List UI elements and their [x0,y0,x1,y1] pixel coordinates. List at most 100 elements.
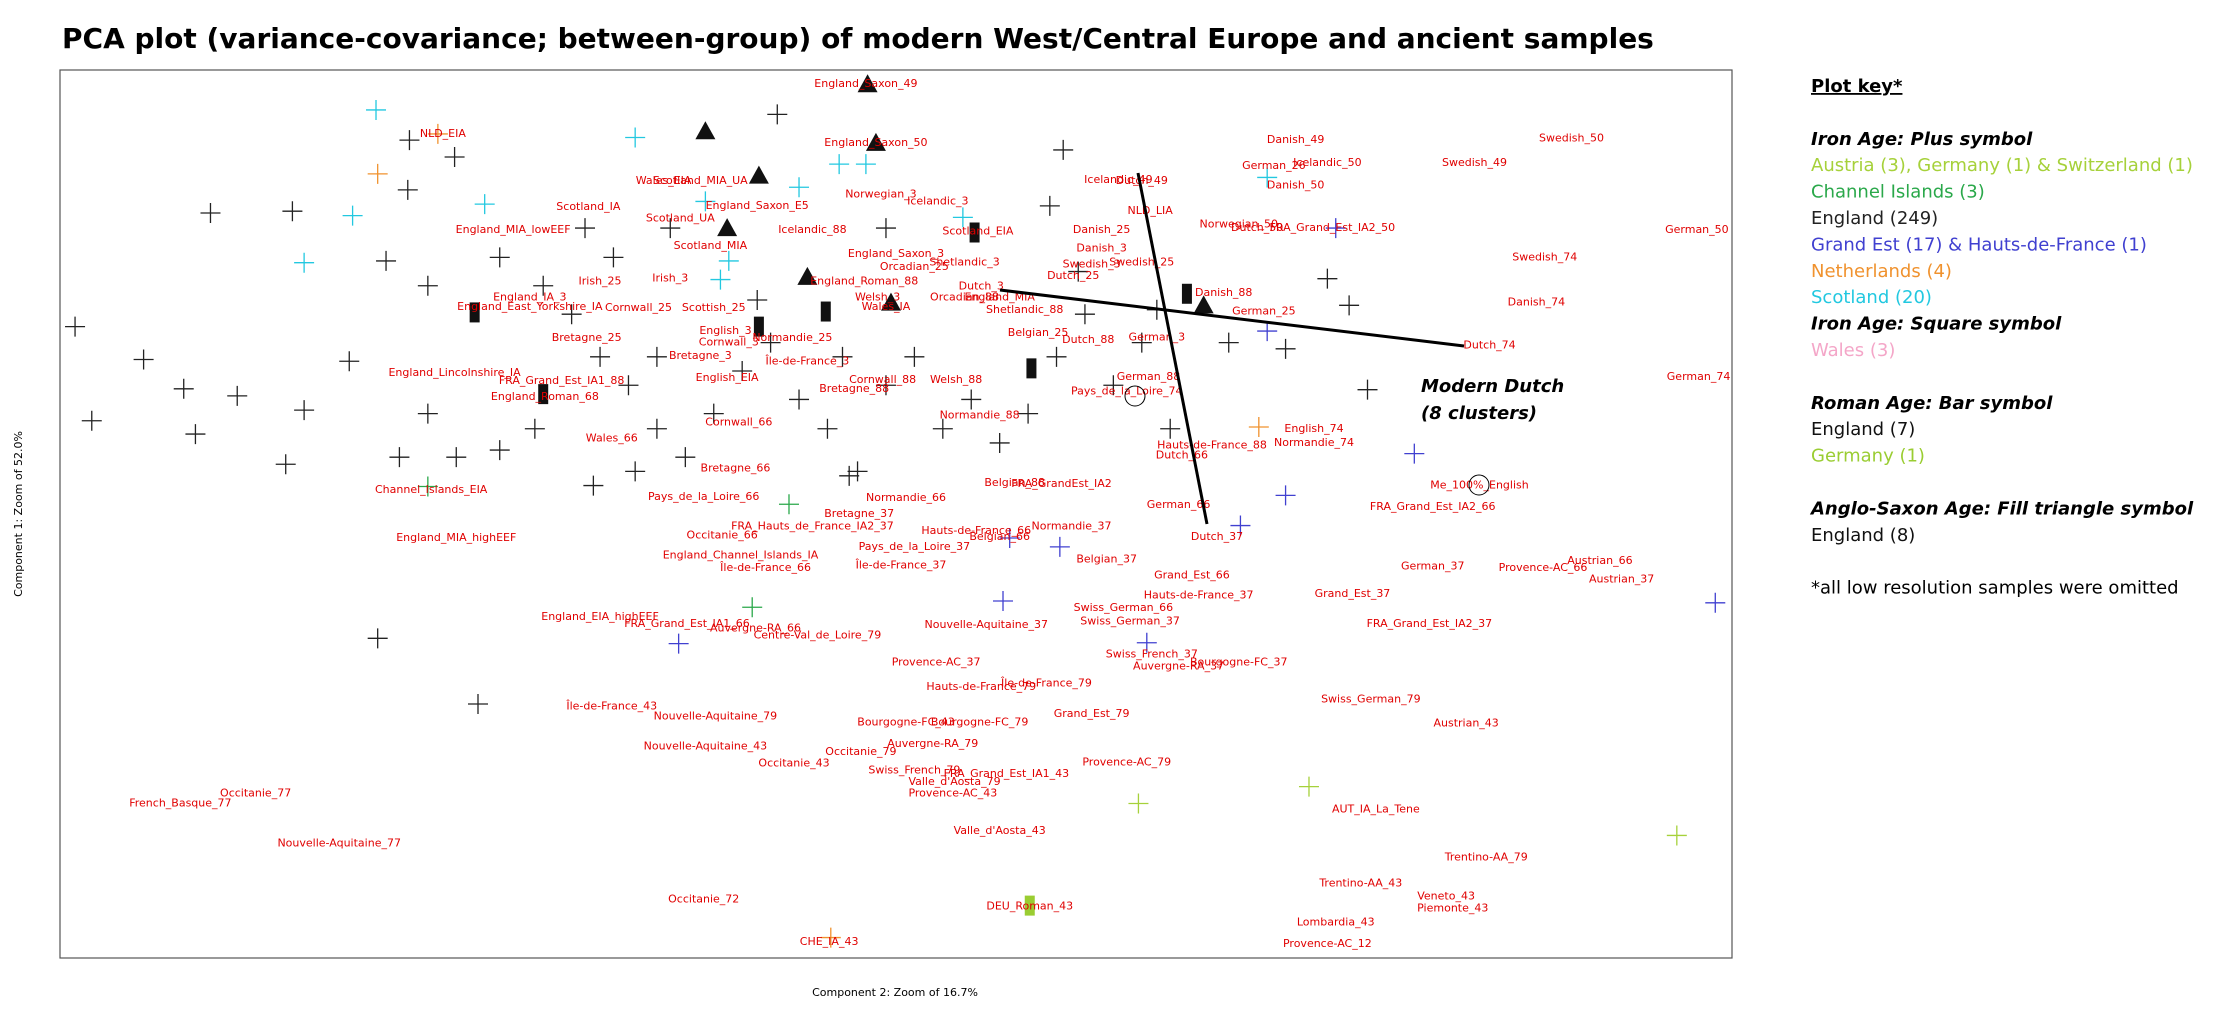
plus-marker [1074,304,1095,325]
point-label: Scotland_UA [646,211,715,224]
plus-marker [533,275,554,296]
plus-marker [185,424,206,445]
plus-marker [1248,416,1269,437]
plus-marker [342,205,363,226]
point-label: Irish_25 [579,274,622,287]
key-heading: Roman Age: Bar symbol [1811,393,2053,414]
legend-entry: Wales (3) [1811,340,1895,361]
plus-marker [1218,332,1239,353]
point-label: Bretagne_37 [824,507,894,520]
point-label: FRA_GrandEst_IA2 [1011,477,1112,490]
point-label: Shetlandic_3 [929,256,999,269]
plus-marker [778,494,799,515]
point-label: Scottish_25 [682,301,746,314]
plus-marker [1666,825,1687,846]
point-label: Dutch_37 [1191,530,1243,543]
plot-frame [59,69,1733,959]
point-label: Wales_EIA [636,174,692,187]
plus-marker [1257,167,1278,188]
bar-marker [538,384,549,405]
point-label: Trentino-AA_43 [1318,876,1402,889]
plus-marker [1230,515,1251,536]
plus-marker [81,410,102,431]
plus-marker [468,694,488,715]
point-label: England_Saxon_3 [848,247,944,260]
triangle-marker [717,218,738,237]
plus-marker [646,418,667,439]
point-label: FRA_Hauts_de_France_IA2_37 [731,519,894,532]
plus-marker [1128,793,1149,814]
plus-marker [1068,261,1089,282]
point-label: Nouvelle-Aquitaine_37 [925,618,1049,631]
point-label: England_MIA_highEEF [396,531,516,544]
plus-marker [397,179,418,200]
plus-marker [1046,346,1067,367]
point-label: Île-de-France_66 [719,561,811,574]
point-label: German_25 [1232,305,1296,318]
plus-marker [1131,332,1152,353]
bar-marker [969,222,980,243]
point-label: Cornwall_66 [705,416,772,429]
plus-marker [668,633,689,654]
plus-marker [855,154,876,175]
point-label: Shetlandic_88 [986,303,1063,316]
point-label: England_Roman_68 [491,390,599,403]
point-label: Provence-AC_43 [908,787,997,800]
triangle-marker [748,165,769,184]
plus-marker [1339,295,1360,316]
plus-marker [583,475,604,496]
point-label: Welsh_3 [855,290,900,303]
plus-marker [646,346,667,367]
point-label: Swiss_French_79 [868,764,960,777]
point-label: Dutch_74 [1463,338,1515,351]
annotation: Modern Dutch [1421,376,1564,397]
plus-marker [625,461,646,482]
point-label: Provence-AC_66 [1499,561,1588,574]
point-label: England_IA_3 [493,290,566,303]
point-label: Normandie_37 [1032,519,1112,532]
point-label: Hauts-de-France_79 [926,680,1036,693]
point-label: FRA_Grand_Est_IA2_37 [1367,617,1493,630]
triangle-marker [695,121,716,140]
point-labels: England_Saxon_49 NLD_EIA England_Saxon_50 W… [129,77,1730,950]
legend-entry: Channel Islands (3) [1811,182,1985,203]
plus-marker [993,591,1014,612]
point-label: German_3 [1129,330,1186,343]
point-label: England_EIA_highEEF [541,610,659,623]
point-label: Scotland_MIA [674,239,748,252]
point-label: French_Basque_77 [129,796,231,809]
plus-marker [561,304,582,325]
point-label: German_66 [1147,498,1211,511]
plus-marker [417,476,438,497]
point-label: Occitanie_79 [825,745,896,758]
point-label: Belgian_25 [1008,326,1069,339]
point-label: Wales_IA [862,300,911,313]
bar-marker [469,302,480,323]
legend-entry: Austria (3), Germany (1) & Switzerland (… [1811,155,2193,176]
point-label: England_Channel_Islands_IA [663,549,819,562]
plus-marker [1160,418,1181,439]
point-label: Swedish_49 [1442,156,1507,169]
point-label: Norwegian_3 [845,187,917,200]
point-label: Danish_88 [1195,286,1252,299]
point-label: Austrian_66 [1567,554,1632,567]
plus-marker [367,163,388,184]
plus-marker [999,527,1020,548]
plus-marker [1257,321,1278,342]
plus-marker [294,400,315,421]
plus-marker [747,289,768,310]
point-label: Île-de-France_79 [1000,677,1092,690]
point-label: Orcadian_25 [880,260,949,273]
point-label: England_Saxon_50 [824,136,927,149]
plus-marker [200,202,221,223]
plus-marker [675,447,696,468]
point-label: Danish_74 [1508,296,1565,309]
point-label: Provence-AC_12 [1283,937,1372,950]
legend-entry: England (8) [1811,525,1915,546]
point-label: NLD_EIA [420,127,467,140]
plus-marker [1018,403,1039,424]
plus-marker [932,418,953,439]
point-label: Icelandic_49 [1084,173,1152,186]
point-label: Pays_de_la_Loire_37 [859,540,970,553]
